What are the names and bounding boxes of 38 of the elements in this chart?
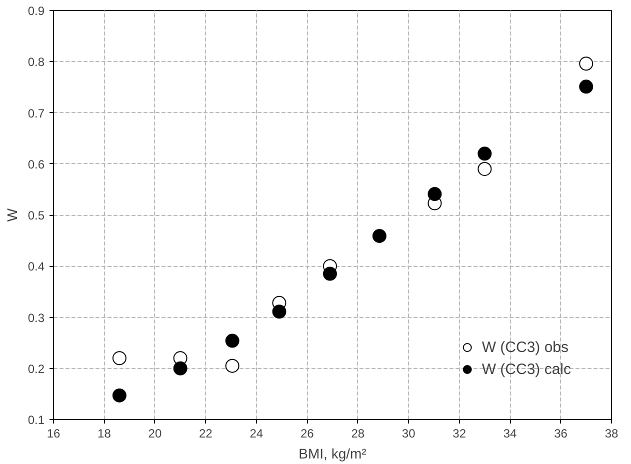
y-tick-label: 0.3	[28, 310, 45, 325]
legend-label: W (CC3) obs	[482, 338, 569, 356]
x-tick-label: 18	[98, 426, 112, 440]
point	[112, 351, 126, 366]
point	[225, 358, 240, 373]
x-tick-label: 30	[402, 426, 416, 440]
point	[112, 388, 126, 402]
y-tick-label: 0.5	[28, 208, 45, 222]
x-tick-label: 38	[604, 426, 618, 440]
point	[173, 361, 188, 376]
point	[428, 187, 442, 202]
point	[478, 146, 492, 161]
x-tick-label: 32	[452, 426, 466, 440]
point	[372, 228, 386, 243]
legend-label: W (CC3) calc	[482, 360, 571, 378]
x-tick-label: 24	[250, 426, 264, 440]
x-tick-label: 36	[554, 426, 568, 440]
x-tick-label: 20	[148, 426, 162, 440]
point	[579, 80, 594, 94]
y-tick-label: 0.6	[28, 157, 45, 172]
point	[272, 304, 286, 319]
x-tick-label: 28	[351, 426, 365, 440]
point	[322, 266, 337, 281]
point	[478, 162, 492, 176]
y-axis-title: W	[4, 208, 20, 222]
x-tick-label: 34	[503, 426, 518, 440]
y-tick-label: 0.4	[28, 260, 45, 274]
y-tick-label: 0.7	[28, 106, 45, 120]
y-tick-label: 0.9	[28, 4, 45, 18]
x-axis-title: BMI, kg/m²	[298, 446, 367, 462]
x-tick-label: 16	[46, 426, 60, 440]
y-tick-label: 0.8	[28, 55, 45, 70]
point	[225, 334, 240, 348]
point	[579, 56, 594, 71]
x-tick-label: 22	[199, 426, 213, 440]
y-tick-label: 0.2	[28, 362, 45, 376]
x-tick-label: 26	[300, 426, 314, 440]
y-tick-label: 0.1	[28, 413, 45, 427]
